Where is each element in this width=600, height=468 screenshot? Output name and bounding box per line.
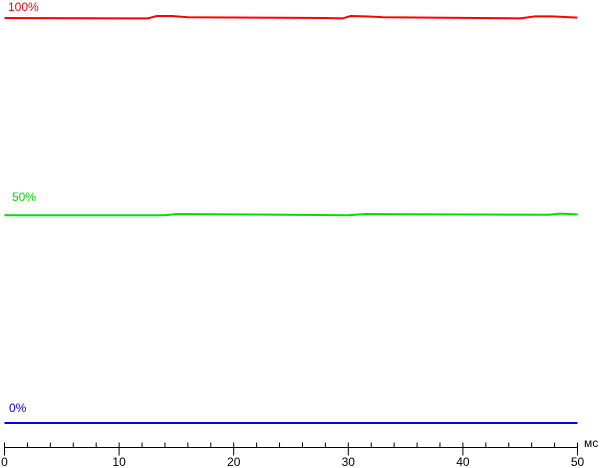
x-tick-label: 50	[571, 455, 585, 468]
x-tick-label: 40	[456, 455, 470, 468]
series-label-2: 0%	[9, 401, 27, 415]
series-group: 100% 50% 0%	[4, 0, 578, 424]
x-tick-label: 20	[227, 455, 241, 468]
x-axis: 0 10 20 30 40 50	[1, 442, 585, 468]
x-axis-unit: мс	[584, 436, 598, 450]
series-line-1	[4, 212, 578, 217]
series-label-1: 50%	[12, 190, 36, 204]
x-tick-label: 30	[342, 455, 356, 468]
series-line-0	[4, 14, 578, 20]
series-label-0: 100%	[8, 0, 39, 14]
x-tick-label: 10	[112, 455, 126, 468]
x-tick-label: 0	[1, 455, 8, 468]
